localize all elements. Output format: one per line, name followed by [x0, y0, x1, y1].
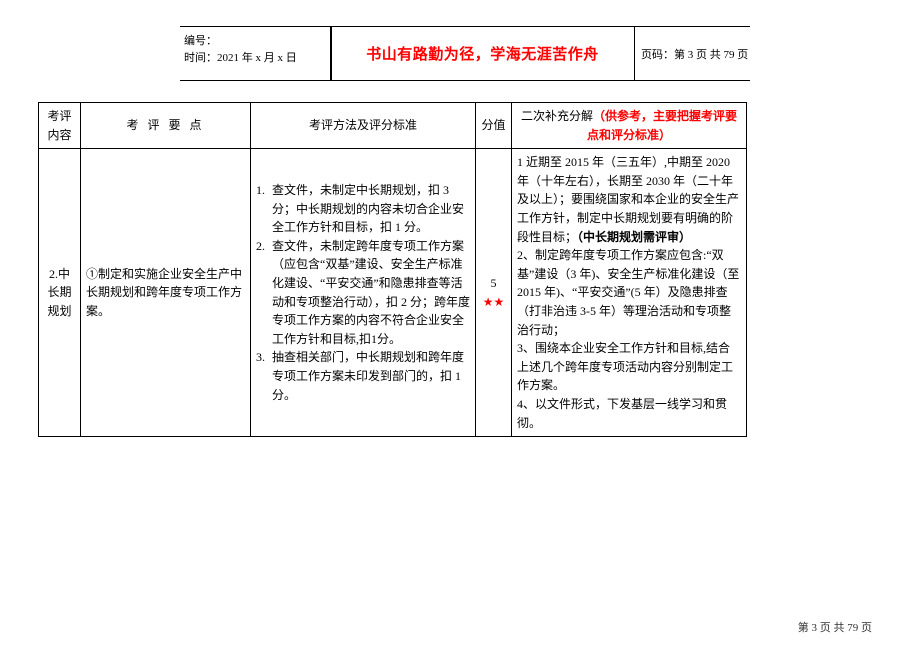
table-row: 2.中长期规划 ①制定和实施企业安全生产中长期规划和跨年度专项工作方案。 1.查…: [39, 149, 747, 437]
col-header-supplement: 二次补充分解（供参考，主要把握考评要点和评分标准）: [512, 103, 747, 149]
header-title-text: 书山有路勤为径，学海无涯苦作舟: [366, 43, 599, 64]
cell-method: 1.查文件，未制定中长期规划，扣 3 分；中长期规划的内容未切合企业安全工作方针…: [251, 149, 476, 437]
supp-item-2: 2、制定跨年度专项工作方案应包含:“双基”建设（3 年)、安全生产标准化建设（至…: [517, 246, 741, 339]
score-stars: ★★: [481, 293, 506, 312]
doc-time-label: 时间：2021 年 x 月 x 日: [184, 50, 326, 67]
score-value: 5: [481, 274, 506, 293]
supp-item-3: 3、围绕本企业安全工作方针和目标,结合上述几个跨年度专项活动内容分别制定工作方案…: [517, 339, 741, 395]
header-page-text: 页码：第 3 页 共 79 页: [641, 46, 748, 62]
method-item-3: 3.抽查相关部门，中长期规划和跨年度专项工作方案未印发到部门的，扣 1 分。: [256, 348, 470, 404]
doc-header: 编号： 时间：2021 年 x 月 x 日 书山有路勤为径，学海无涯苦作舟 页码…: [180, 26, 750, 81]
table-header-row: 考评内容 考 评 要 点 考评方法及评分标准 分值 二次补充分解（供参考，主要把…: [39, 103, 747, 149]
supp-item-1: 1 近期至 2015 年（三五年）,中期至 2020 年（十年左右），长期至 2…: [517, 153, 741, 246]
cell-keypoints: ①制定和实施企业安全生产中长期规划和跨年度专项工作方案。: [81, 149, 251, 437]
doc-number-label: 编号：: [184, 33, 326, 50]
cell-supplement: 1 近期至 2015 年（三五年）,中期至 2020 年（十年左右），长期至 2…: [512, 149, 747, 437]
method-item-1: 1.查文件，未制定中长期规划，扣 3 分；中长期规划的内容未切合企业安全工作方针…: [256, 181, 470, 237]
supplement-label: 二次补充分解: [521, 109, 593, 123]
method-item-2: 2.查文件，未制定跨年度专项工作方案（应包含“双基”建设、安全生产标准化建设、“…: [256, 237, 470, 349]
col-header-content: 考评内容: [39, 103, 81, 149]
supp-item-4: 4、以文件形式，下发基层一线学习和贯彻。: [517, 395, 741, 432]
header-page: 页码：第 3 页 共 79 页: [635, 27, 750, 80]
cell-category: 2.中长期规划: [39, 149, 81, 437]
cell-score: 5 ★★: [476, 149, 512, 437]
header-left: 编号： 时间：2021 年 x 月 x 日: [180, 27, 330, 80]
col-header-method: 考评方法及评分标准: [251, 103, 476, 149]
col-header-points: 考 评 要 点: [81, 103, 251, 149]
col-header-score: 分值: [476, 103, 512, 149]
page-footer: 第 3 页 共 79 页: [798, 619, 872, 635]
header-title: 书山有路勤为径，学海无涯苦作舟: [332, 27, 634, 80]
evaluation-table: 考评内容 考 评 要 点 考评方法及评分标准 分值 二次补充分解（供参考，主要把…: [38, 102, 747, 437]
supplement-note: （供参考，主要把握考评要点和评分标准）: [587, 109, 737, 142]
